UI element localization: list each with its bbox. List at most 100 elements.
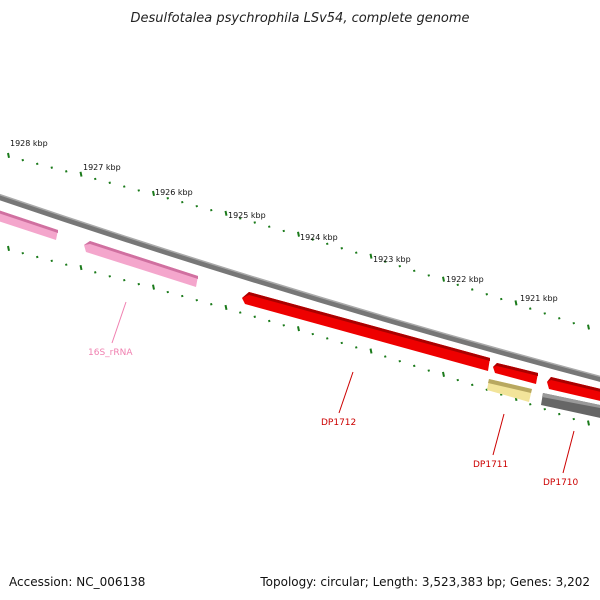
major-tick [224, 304, 228, 311]
minor-tick [543, 312, 546, 315]
major-tick [7, 152, 10, 159]
minor-tick [195, 204, 198, 208]
minor-tick [485, 388, 488, 391]
accession-text: Accession: NC_006138 [9, 575, 145, 589]
minor-tick [558, 412, 561, 416]
minor-tick [427, 369, 430, 372]
minor-tick [398, 359, 401, 363]
scale-label: 1923 kbp [373, 255, 411, 264]
feature-label-dp1710: DP1710 [543, 478, 579, 488]
minor-tick [210, 209, 213, 212]
scale-label: 1925 kbp [228, 211, 266, 220]
major-tick [7, 245, 10, 252]
minor-tick [471, 288, 474, 291]
minor-tick [384, 355, 387, 358]
minor-tick [384, 260, 387, 263]
minor-tick [311, 332, 314, 336]
map-title: Desulfotalea psychrophila LSv54, complet… [130, 11, 469, 26]
minor-tick [398, 265, 401, 268]
minor-tick [181, 294, 184, 298]
major-tick [587, 420, 590, 426]
minor-tick [529, 403, 532, 406]
minor-tick [572, 321, 575, 325]
outer-tick-track [7, 152, 590, 330]
minor-tick [137, 282, 140, 286]
minor-tick [471, 383, 474, 387]
minor-tick [413, 269, 416, 273]
major-tick [587, 324, 590, 330]
minor-tick [500, 297, 503, 301]
scale-label: 1924 kbp [300, 233, 338, 242]
feature-red-right[interactable] [547, 377, 600, 402]
feature-16s-rrna[interactable] [84, 241, 198, 287]
minor-tick [529, 307, 532, 310]
major-tick [442, 276, 445, 282]
minor-tick [50, 166, 53, 169]
minor-tick [123, 185, 126, 188]
minor-tick [340, 247, 343, 250]
minor-tick [253, 315, 256, 318]
scale-label: 1928 kbp [10, 139, 48, 148]
minor-tick [268, 319, 271, 323]
minor-tick [456, 378, 459, 382]
feature-dp1710[interactable] [541, 393, 600, 419]
minor-tick [195, 298, 198, 302]
genome-backbone [0, 193, 600, 382]
major-tick [369, 348, 373, 354]
feature-dp1712[interactable] [242, 292, 490, 371]
major-tick [79, 264, 83, 271]
minor-tick [326, 242, 329, 246]
minor-tick [543, 407, 546, 411]
major-tick [152, 284, 155, 290]
minor-tick [413, 364, 416, 368]
minor-tick [36, 162, 39, 166]
minor-tick [282, 229, 285, 233]
minor-tick [268, 225, 271, 228]
minor-tick [21, 158, 24, 162]
minor-tick [36, 255, 39, 259]
minor-tick [50, 259, 53, 263]
minor-tick [65, 170, 68, 173]
minor-tick [239, 311, 242, 314]
major-tick [297, 326, 300, 332]
feature-red-small[interactable] [493, 363, 538, 384]
major-tick [442, 371, 445, 377]
topology-text: Topology: circular; Length: 3,523,383 bp… [259, 575, 590, 589]
minor-tick [94, 177, 97, 181]
scale-labels: 1928 kbp 1927 kbp 1926 kbp 1925 kbp 1924… [10, 139, 558, 303]
minor-tick [210, 303, 213, 306]
inner-tick-track [7, 245, 590, 426]
feature-dp1711[interactable] [487, 379, 532, 402]
minor-tick [94, 271, 97, 274]
major-tick [514, 300, 518, 306]
minor-tick [456, 283, 459, 287]
major-tick [79, 171, 83, 177]
minor-tick [311, 238, 314, 241]
scale-label: 1927 kbp [83, 163, 121, 172]
minor-tick [485, 293, 488, 296]
label-leaders [111, 301, 575, 474]
feature-rrna-left[interactable] [0, 209, 58, 240]
major-tick [297, 231, 300, 237]
scale-label: 1921 kbp [520, 294, 558, 303]
minor-tick [282, 324, 285, 327]
minor-tick [137, 189, 140, 192]
scale-label: 1926 kbp [155, 188, 193, 197]
minor-tick [355, 346, 358, 349]
minor-tick [123, 278, 126, 282]
minor-tick [65, 263, 68, 266]
minor-tick [326, 337, 329, 340]
feature-label-16s-rrna: 16S_rRNA [88, 348, 133, 358]
major-tick [224, 210, 228, 216]
minor-tick [558, 317, 561, 320]
minor-tick [355, 251, 358, 254]
major-tick [369, 253, 373, 259]
major-tick [152, 190, 155, 196]
minor-tick [572, 417, 575, 421]
minor-tick [340, 341, 343, 345]
minor-tick [21, 251, 24, 255]
minor-tick [108, 275, 111, 278]
minor-tick [166, 290, 169, 294]
minor-tick [108, 181, 111, 184]
